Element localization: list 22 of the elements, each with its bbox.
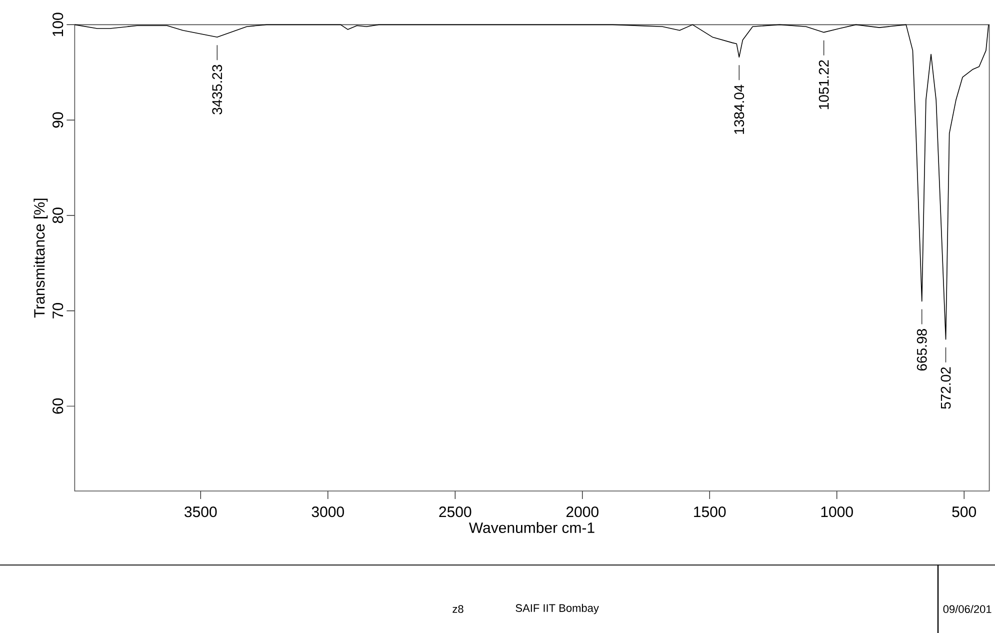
annotation: 665.98	[916, 329, 927, 371]
y-tick-label: 70	[52, 303, 64, 318]
y-tick-label: 60	[52, 398, 64, 414]
x-tick-label: 2000	[566, 506, 598, 518]
x-tick-label: 3000	[312, 506, 344, 518]
annotation: 572.02	[940, 367, 951, 409]
annotation: 1384.04	[734, 84, 744, 134]
text: 09/06/201	[943, 604, 992, 614]
y-tick-label: 100	[52, 12, 64, 36]
annotation: 1051.22	[818, 60, 829, 110]
x-tick-label: 1500	[694, 506, 726, 518]
text: z8	[452, 605, 464, 613]
y-tick-label: 80	[52, 208, 64, 224]
x-tick-label: 1000	[821, 506, 853, 518]
x-tick-label: 500	[952, 506, 976, 518]
x-tick-label: 3500	[184, 506, 217, 518]
text: SAIF IIT Bombay	[516, 604, 599, 614]
x-tick-label: 2500	[439, 506, 472, 518]
y-axis-title: Transmittance [%]	[34, 198, 48, 318]
annotation: 3435.23	[212, 64, 222, 114]
x-axis-title: Wavenumber cm-1	[468, 522, 594, 534]
y-tick-label: 90	[52, 112, 64, 128]
